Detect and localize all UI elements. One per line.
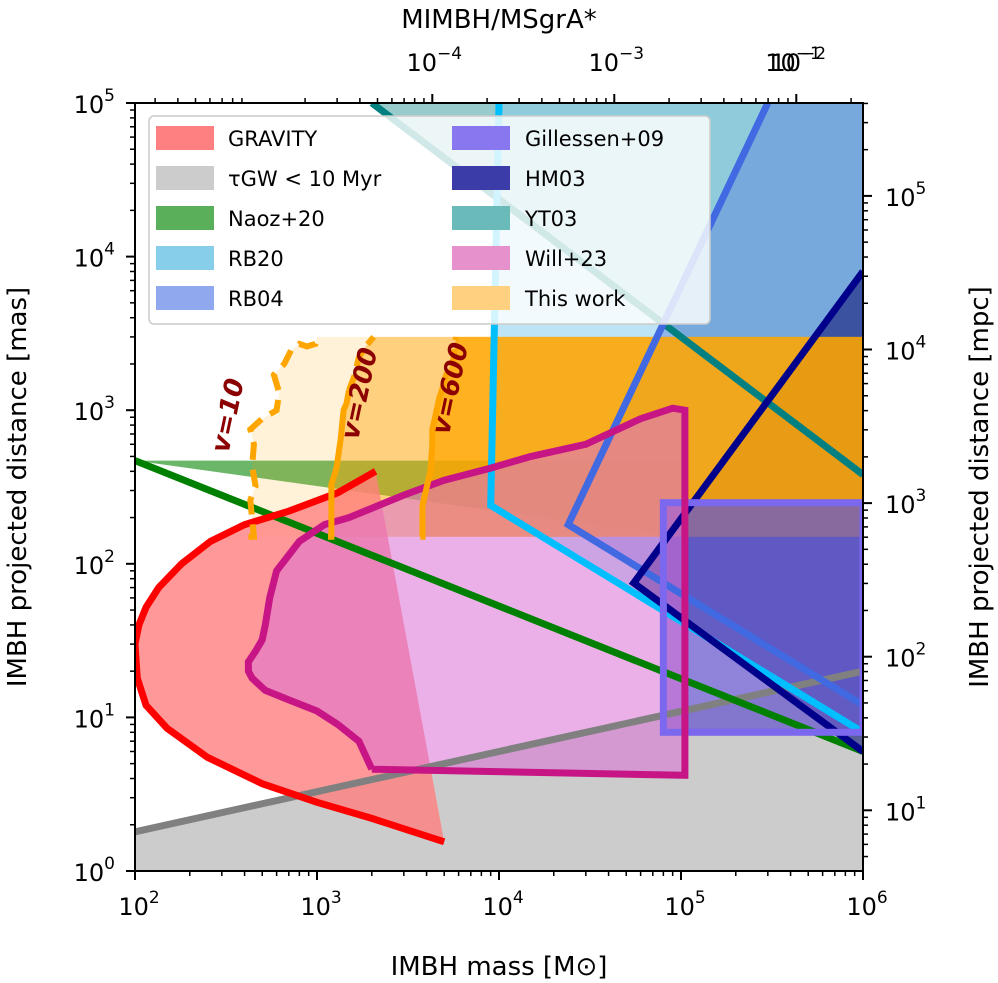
legend-label: GRAVITY [228, 127, 317, 151]
axis-labels: IMBH mass [M⊙] IMBH projected distance [… [3, 5, 995, 982]
tau-gw-line [135, 667, 863, 836]
y-axis-label: IMBH projected distance [mas] [3, 287, 33, 687]
legend-label: Naoz+20 [228, 207, 325, 231]
y-tick-label: 103 [74, 393, 115, 426]
legend-label: Gillessen+09 [525, 127, 664, 151]
legend-swatch [452, 206, 510, 230]
this-work-line-v200 [328, 389, 352, 540]
right-tick-label: 104 [885, 333, 926, 366]
x-tick-label: 104 [482, 888, 523, 921]
legend: GRAVITY τGW < 10 Myr Naoz+20 RB20 RB04 Gilles… [148, 115, 711, 325]
legend-label: HM03 [525, 167, 586, 191]
legend-swatch [452, 286, 510, 310]
legend-label: This work [524, 287, 626, 311]
legend-label: RB20 [228, 247, 284, 271]
legend-swatch [156, 126, 214, 150]
this-work-line-v10 [246, 336, 320, 540]
legend-swatch [156, 286, 214, 310]
legend-swatch [156, 246, 214, 270]
axes-layer: 102 103 104 105 106 100 101 102 103 104 105 10−4 10−… [74, 44, 927, 921]
legend-swatch [156, 166, 214, 190]
top-axis-label: MIMBH/MSgrA* [401, 5, 597, 35]
will23-line [244, 404, 689, 779]
right-axis-label: IMBH projected distance [mpc] [965, 286, 995, 688]
hm03-line [628, 269, 863, 755]
this-work-line-v600 [419, 386, 446, 540]
legend-label: Will+23 [525, 247, 607, 271]
x-tick-label: 102 [118, 888, 159, 921]
legend-swatch [452, 246, 510, 270]
x-tick-label: 106 [846, 888, 887, 921]
legend-label: YT03 [524, 207, 577, 231]
this-work-line-v600-dashed [439, 336, 459, 389]
this-work-line-v200-dashed [346, 334, 376, 392]
legend-label: RB04 [228, 287, 284, 311]
legend-swatch [452, 166, 510, 190]
y-tick-label: 105 [74, 86, 115, 119]
naoz20-line [135, 457, 863, 755]
top-tick-label: 10−1 [765, 44, 821, 77]
legend-box [148, 115, 711, 325]
legend-swatch [452, 126, 510, 150]
y-tick-label: 100 [74, 854, 115, 887]
y-tick-label: 101 [74, 700, 115, 733]
x-tick-label: 105 [664, 888, 705, 921]
gravity-line [135, 468, 446, 846]
x-tick-label: 103 [300, 888, 341, 921]
y-tick-label: 102 [74, 547, 115, 580]
gillessen09-region [663, 502, 863, 733]
legend-label: τGW < 10 Myr [228, 167, 382, 191]
top-tick-label: 10−2 [770, 44, 826, 77]
top-tick-label: 10−4 [406, 44, 462, 77]
right-tick-label: 105 [885, 179, 926, 212]
legend-swatch [156, 206, 214, 230]
y-tick-label: 104 [74, 240, 115, 273]
x-axis-label: IMBH mass [M⊙] [391, 952, 608, 982]
right-tick-label: 101 [885, 793, 926, 826]
right-tick-label: 103 [885, 486, 926, 519]
right-tick-label: 102 [885, 640, 926, 673]
top-tick-label: 10−3 [588, 44, 644, 77]
